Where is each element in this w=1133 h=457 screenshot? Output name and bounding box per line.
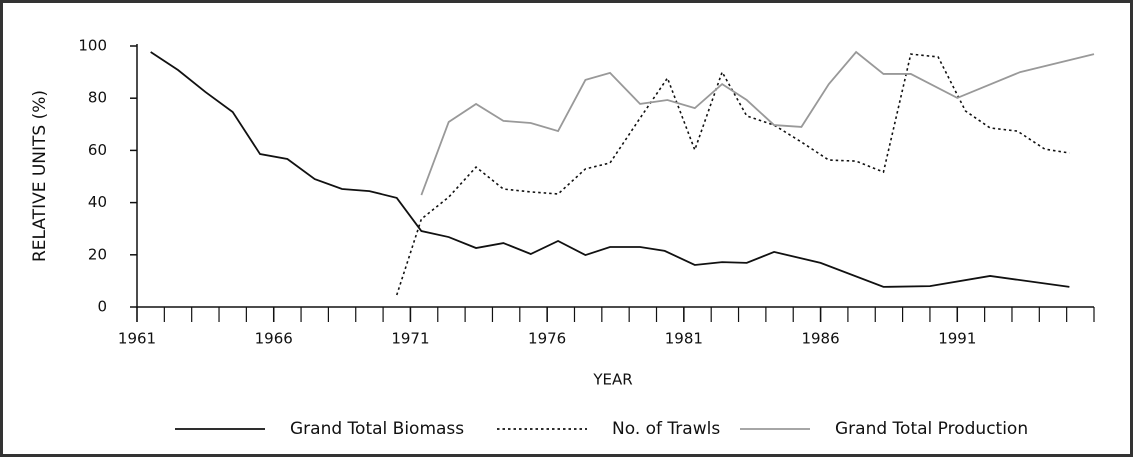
x-tick-label: 1981 <box>665 330 703 348</box>
legend-label: Grand Total Production <box>835 419 1028 439</box>
y-tick-label: 80 <box>88 89 107 107</box>
y-tick-label: 60 <box>88 141 107 159</box>
x-tick-label: 1971 <box>391 330 429 348</box>
line-series <box>395 53 1070 296</box>
legend-label: Grand Total Biomass <box>290 419 464 439</box>
y-tick-label: 40 <box>88 193 107 211</box>
x-tick-label: 1976 <box>528 330 566 348</box>
x-tick-label: 1966 <box>255 330 293 348</box>
line-series <box>420 50 1095 196</box>
x-tick-label: 1991 <box>938 330 976 348</box>
y-axis-title: RELATIVE UNITS (%) <box>30 90 50 262</box>
y-tick-label: 20 <box>88 245 107 263</box>
x-tick-label: 1986 <box>801 330 839 348</box>
y-tick-label: 100 <box>78 37 107 55</box>
x-tick-label: 1961 <box>118 330 156 348</box>
y-tick-label: 0 <box>97 298 107 316</box>
legend-label: No. of Trawls <box>612 419 720 439</box>
x-axis-title: YEAR <box>592 371 632 389</box>
line-series <box>150 51 1070 288</box>
